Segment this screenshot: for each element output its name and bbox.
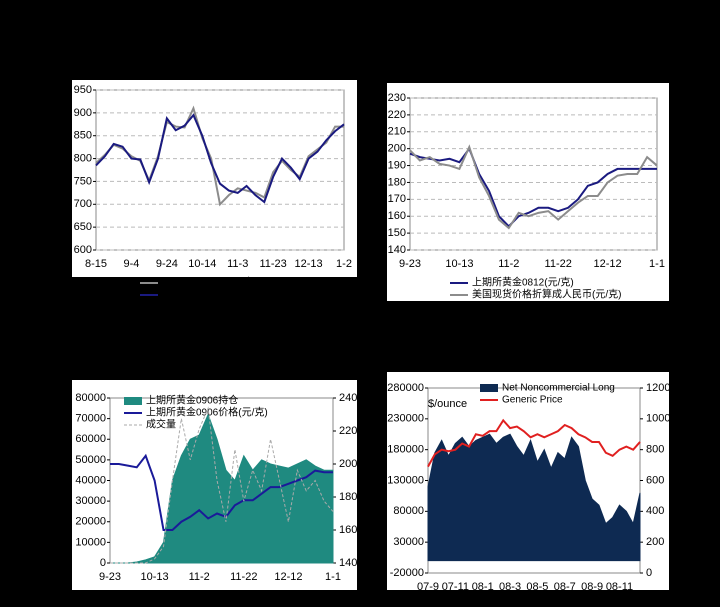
y-tick-label: 20000 — [75, 516, 106, 528]
y-tick-label: 750 — [74, 175, 92, 187]
y-tick-label: 200 — [388, 143, 406, 155]
y-tick-label: 230 — [388, 92, 406, 104]
x-tick-label: 12-12 — [274, 571, 302, 583]
legend-label: Net Noncommercial Long — [502, 383, 615, 394]
axis-label: $/ounce — [428, 398, 467, 410]
y2-tick-label: 180 — [339, 491, 357, 503]
y-tick-label: 180 — [388, 176, 406, 188]
y-tick-label: 10000 — [75, 536, 106, 548]
x-tick-label: 10-13 — [141, 571, 169, 583]
x-tick-label: 11-3 — [227, 258, 248, 270]
y-tick-label: 140 — [388, 244, 406, 256]
y-tick-label: 950 — [74, 84, 92, 96]
y-tick-label: 130000 — [387, 474, 424, 486]
x-tick-label: 9-23 — [99, 571, 121, 583]
y-tick-label: 600 — [74, 244, 92, 256]
legend-swatch — [480, 384, 498, 392]
y-tick-label: 60000 — [75, 433, 106, 445]
x-tick-label: 9-23 — [399, 258, 421, 270]
y-tick-label: 0 — [100, 557, 106, 569]
y2-tick-label: 160 — [339, 524, 357, 536]
line — [95, 113, 345, 204]
y-tick-label: 190 — [388, 159, 406, 171]
legend-label: 成交量 — [146, 418, 176, 431]
x-tick-label: 08-11 — [606, 581, 633, 593]
y2-tick-label: 600 — [646, 474, 664, 486]
y-tick-label: 900 — [74, 107, 92, 119]
y-tick-label: 280000 — [387, 382, 424, 394]
y-tick-label: 80000 — [393, 505, 424, 517]
x-tick-label: 08-5 — [526, 581, 548, 593]
area — [427, 433, 641, 562]
y-tick-label: 220 — [388, 109, 406, 121]
line — [427, 418, 641, 468]
y-tick-label: 230000 — [387, 413, 424, 425]
x-tick-label: 08-9 — [581, 581, 603, 593]
y2-tick-label: 240 — [339, 392, 357, 404]
y-tick-label: 180000 — [387, 444, 424, 456]
line — [409, 144, 658, 230]
legend-label: 上期所黄金0812(元/克) — [472, 276, 574, 289]
x-tick-label: 11-23 — [259, 258, 286, 270]
y-tick-label: 160 — [388, 210, 406, 222]
legend-label: 上期所黄金0906持仓 — [146, 394, 238, 407]
x-tick-label: 1-1 — [325, 571, 341, 583]
x-tick-label: 07-11 — [442, 581, 469, 593]
y-tick-label: 40000 — [75, 474, 106, 486]
y-tick-label: 50000 — [75, 454, 106, 466]
y2-tick-label: 800 — [646, 444, 664, 456]
y-tick-label: 650 — [74, 221, 92, 233]
x-tick-label: 11-2 — [498, 258, 519, 270]
x-tick-label: 08-3 — [499, 581, 521, 593]
y2-tick-label: 1000 — [646, 413, 670, 425]
y-tick-label: 30000 — [393, 536, 424, 548]
x-tick-label: 12-12 — [594, 258, 622, 270]
y2-tick-label: 200 — [646, 536, 664, 548]
y-tick-label: 850 — [74, 130, 92, 142]
x-tick-label: 08-7 — [554, 581, 576, 593]
y2-tick-label: 400 — [646, 505, 664, 517]
plot-area — [95, 89, 345, 251]
y2-tick-label: 140 — [339, 557, 357, 569]
area — [110, 413, 334, 564]
x-tick-label: 8-15 — [85, 258, 107, 270]
x-tick-label: 11-22 — [545, 258, 572, 270]
plot-area — [409, 97, 658, 251]
y-tick-label: 700 — [74, 198, 92, 210]
y-tick-label: 70000 — [75, 413, 106, 425]
x-tick-label: 11-22 — [230, 571, 257, 583]
x-tick-label: 12-13 — [295, 258, 323, 270]
x-tick-label: 10-14 — [188, 258, 216, 270]
x-tick-label: 11-2 — [189, 571, 210, 583]
x-tick-label: 1-2 — [336, 258, 352, 270]
x-tick-label: 1-1 — [649, 258, 665, 270]
y2-tick-label: 220 — [339, 425, 357, 437]
y2-tick-label: 200 — [339, 458, 357, 470]
y2-tick-label: 1200 — [646, 382, 670, 394]
y2-tick-label: 0 — [646, 567, 652, 579]
y-tick-label: 80000 — [75, 392, 106, 404]
x-tick-label: 08-1 — [472, 581, 494, 593]
x-tick-label: 10-13 — [445, 258, 473, 270]
y-tick-label: 170 — [388, 193, 406, 205]
chart-panel — [387, 83, 669, 301]
y-tick-label: -20000 — [390, 567, 424, 579]
y-tick-label: 30000 — [75, 495, 106, 507]
line — [110, 406, 334, 564]
y-tick-label: 800 — [74, 152, 92, 164]
y-tick-label: 210 — [388, 126, 406, 138]
legend-label: Generic Price — [502, 395, 563, 406]
x-tick-label: 07-9 — [417, 581, 439, 593]
legend-label: 美国现货价格折算成人民币(元/克) — [472, 288, 621, 301]
x-tick-label: 9-24 — [156, 258, 178, 270]
line — [110, 453, 333, 531]
legend-swatch — [124, 397, 142, 405]
legend-label: Gold Spot Price($/盎司) — [162, 276, 267, 289]
line — [409, 146, 657, 228]
y-tick-label: 150 — [388, 227, 406, 239]
x-tick-label: 9-4 — [123, 258, 139, 270]
legend-label: COMEX黄金连续($/盎司) — [162, 288, 274, 301]
